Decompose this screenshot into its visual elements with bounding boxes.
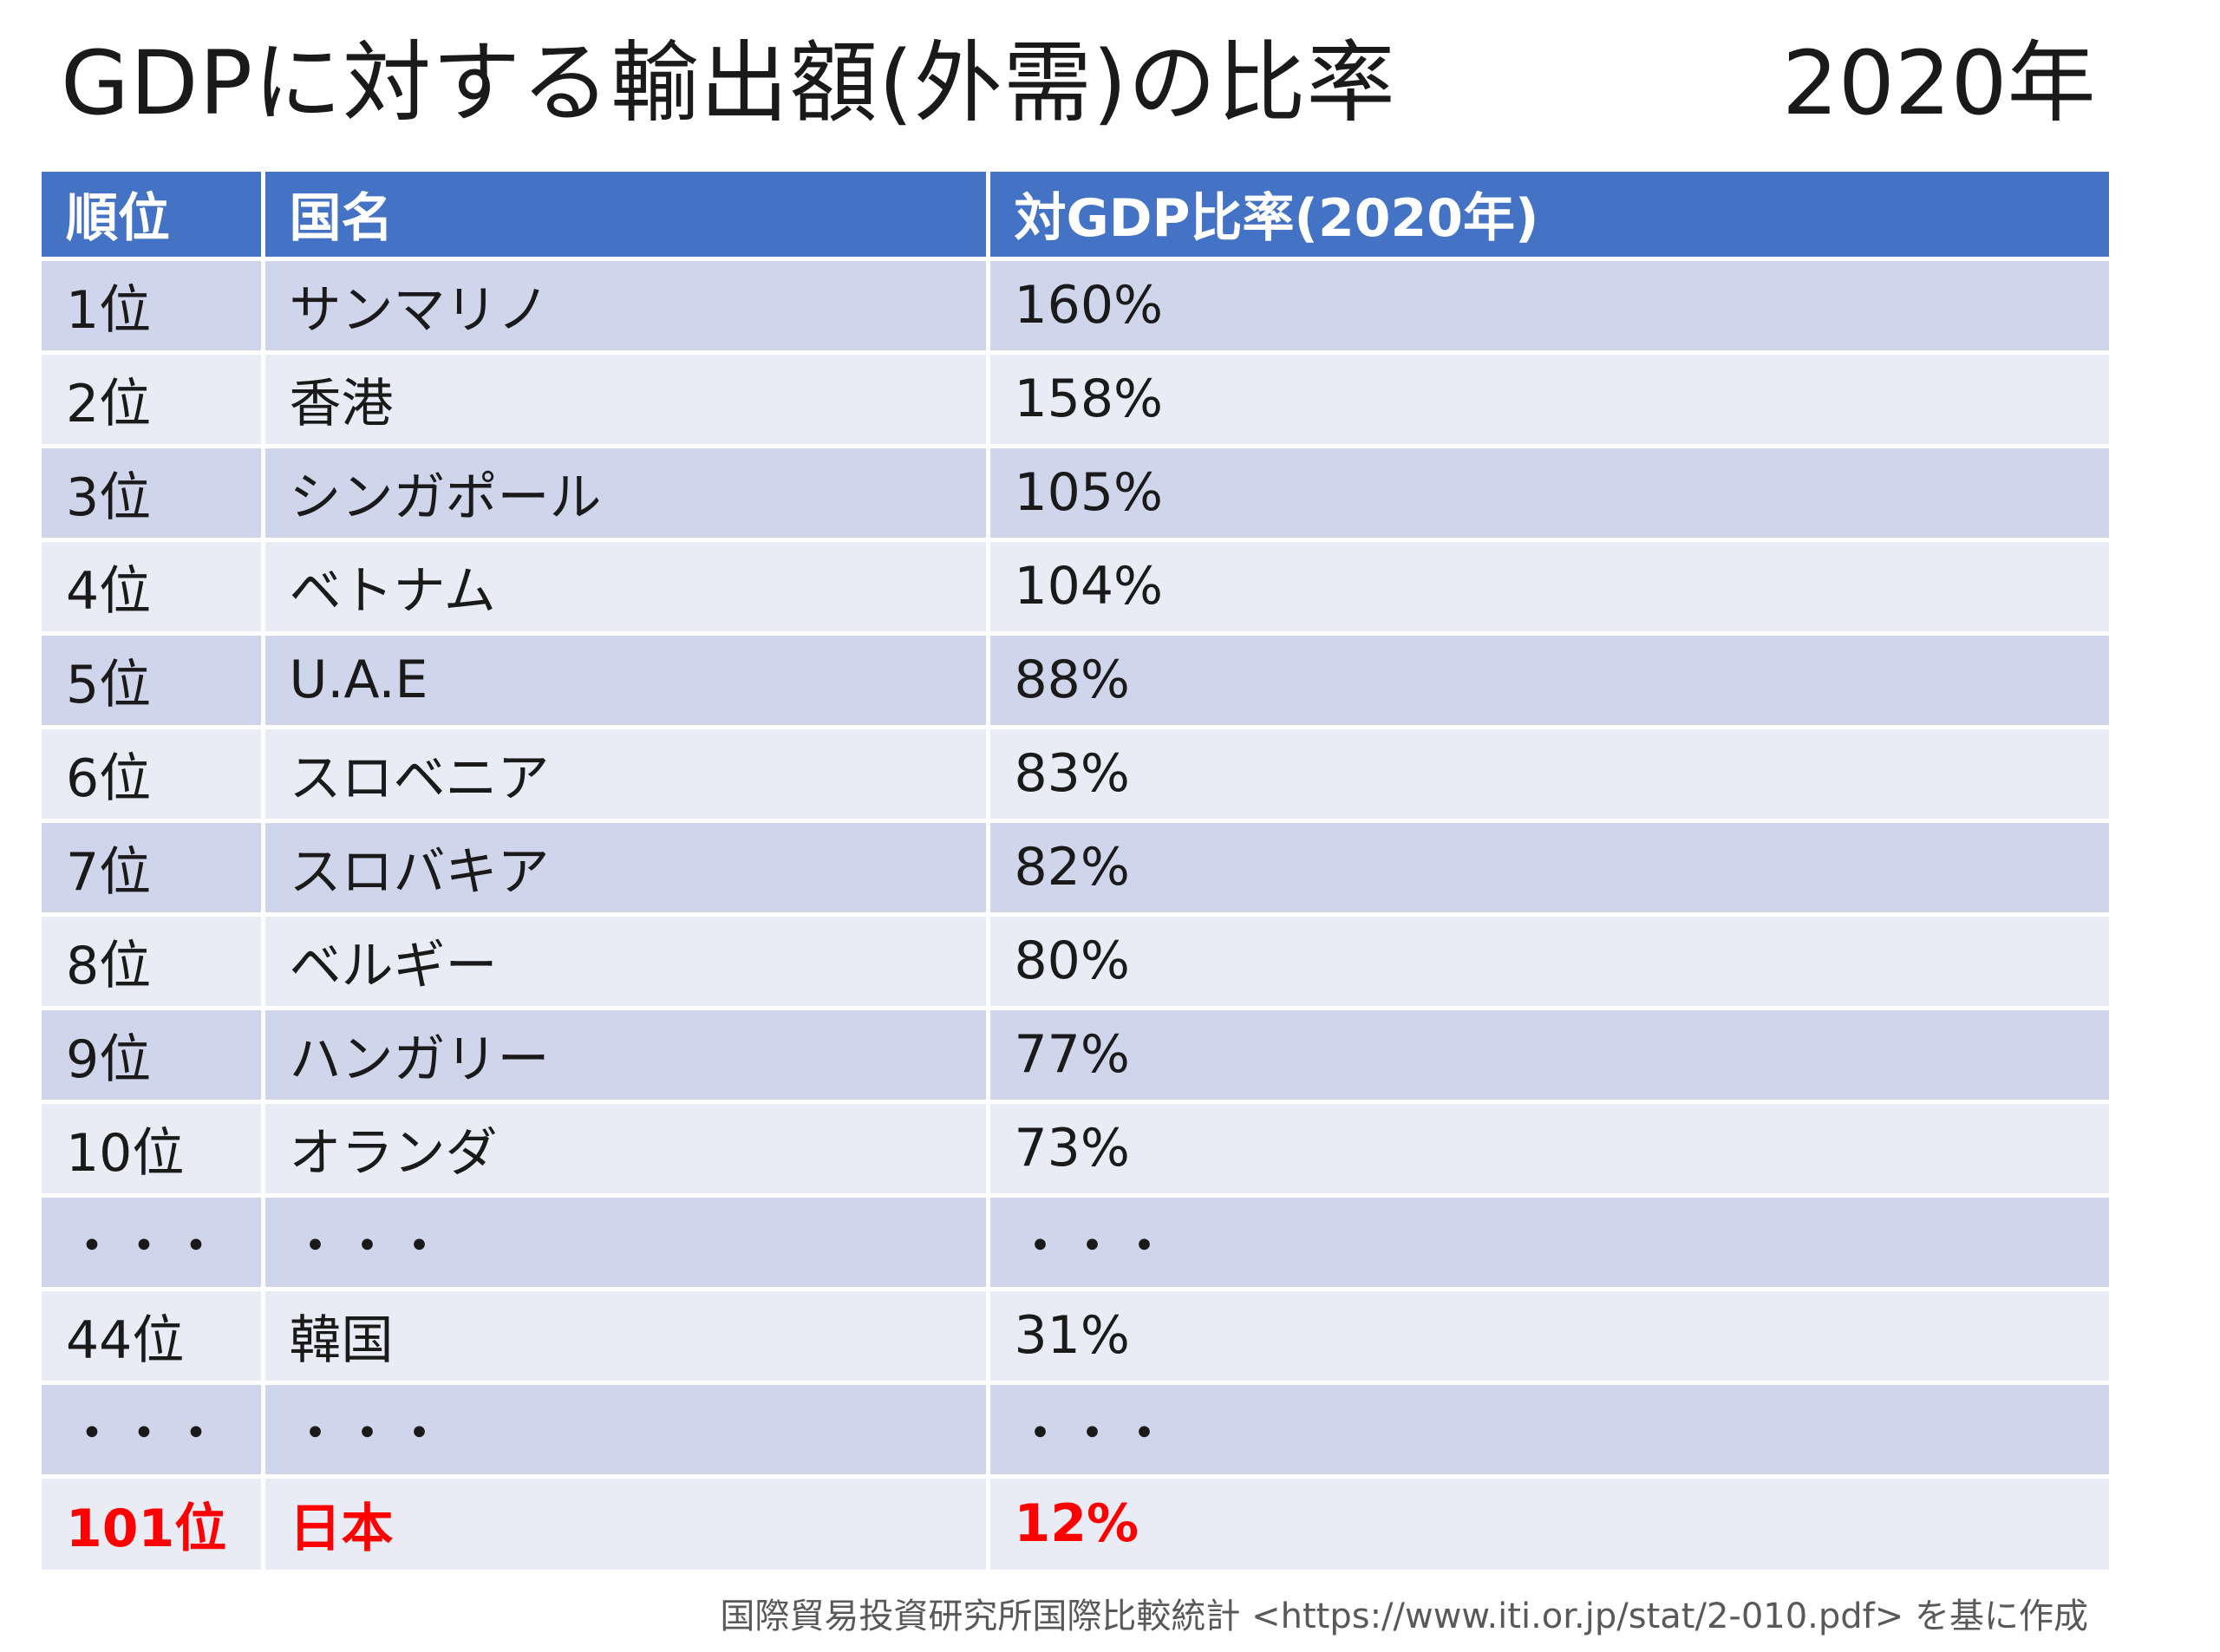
- ratio-cell: 73%: [985, 1099, 2109, 1195]
- rank-cell: 5位: [42, 630, 263, 727]
- ranking-table: 順位 国名 対GDP比率(2020年) 1位 サンマリノ 160% 2位 香港 158% 3…: [42, 172, 2109, 1570]
- ratio-cell: 88%: [985, 630, 2109, 727]
- table-row: 10位 オランダ 73%: [42, 1099, 2109, 1195]
- table-row: 1位 サンマリノ 160%: [42, 256, 2109, 352]
- ratio-cell: 104%: [985, 537, 2109, 633]
- table-row: 6位 スロベニア 83%: [42, 724, 2109, 820]
- country-cell: ハンガリー: [260, 1005, 988, 1101]
- ratio-cell: ・・・: [985, 1192, 2109, 1289]
- source-note: 国際貿易投資研究所国際比較統計 <https://www.iti.or.jp/s…: [720, 1596, 2088, 1636]
- table-row: 7位 スロバキア 82%: [42, 818, 2109, 914]
- table-row: 3位 シンガポール 105%: [42, 443, 2109, 539]
- country-cell: ・・・: [260, 1192, 988, 1289]
- rank-cell: ・・・: [42, 1192, 263, 1289]
- country-cell: ・・・: [260, 1380, 988, 1476]
- rank-cell: 4位: [42, 537, 263, 633]
- ratio-cell: 77%: [985, 1005, 2109, 1101]
- header-country: 国名: [260, 172, 988, 258]
- table-row: 9位 ハンガリー 77%: [42, 1005, 2109, 1101]
- ratio-cell: 12%: [985, 1473, 2109, 1570]
- rank-cell: 7位: [42, 818, 263, 914]
- table-row-highlight: 101位 日本 12%: [42, 1473, 2109, 1570]
- country-cell: 韓国: [260, 1286, 988, 1382]
- slide-title: GDPに対する輸出額(外需)の比率: [61, 32, 1396, 135]
- country-cell: スロベニア: [260, 724, 988, 820]
- country-cell: シンガポール: [260, 443, 988, 539]
- ratio-cell: 105%: [985, 443, 2109, 539]
- rank-cell: 10位: [42, 1099, 263, 1195]
- ratio-cell: ・・・: [985, 1380, 2109, 1476]
- table-row: ・・・ ・・・ ・・・: [42, 1380, 2109, 1476]
- ratio-cell: 83%: [985, 724, 2109, 820]
- country-cell: ベルギー: [260, 911, 988, 1008]
- ratio-cell: 82%: [985, 818, 2109, 914]
- rank-cell: 101位: [42, 1473, 263, 1570]
- rank-cell: 3位: [42, 443, 263, 539]
- rank-cell: 2位: [42, 349, 263, 446]
- rank-cell: 9位: [42, 1005, 263, 1101]
- table-row: 4位 ベトナム 104%: [42, 537, 2109, 633]
- table-row: 8位 ベルギー 80%: [42, 911, 2109, 1008]
- ratio-cell: 80%: [985, 911, 2109, 1008]
- country-cell: U.A.E: [260, 630, 988, 727]
- country-cell: 日本: [260, 1473, 988, 1570]
- country-cell: オランダ: [260, 1099, 988, 1195]
- country-cell: 香港: [260, 349, 988, 446]
- table-row: 5位 U.A.E 88%: [42, 630, 2109, 727]
- table-row: ・・・ ・・・ ・・・: [42, 1192, 2109, 1289]
- country-cell: スロバキア: [260, 818, 988, 914]
- header-ratio: 対GDP比率(2020年): [985, 172, 2109, 258]
- ratio-cell: 31%: [985, 1286, 2109, 1382]
- ratio-cell: 158%: [985, 349, 2109, 446]
- header-rank: 順位: [66, 188, 170, 250]
- country-cell: ベトナム: [260, 537, 988, 633]
- rank-cell: 6位: [42, 724, 263, 820]
- table-row: 2位 香港 158%: [42, 349, 2109, 446]
- table-header-row: 順位 国名 対GDP比率(2020年): [42, 172, 2109, 258]
- rank-cell: 1位: [42, 256, 263, 352]
- ratio-cell: 160%: [985, 256, 2109, 352]
- rank-cell: ・・・: [42, 1380, 263, 1476]
- country-cell: サンマリノ: [260, 256, 988, 352]
- rank-cell: 8位: [42, 911, 263, 1008]
- rank-cell: 44位: [42, 1286, 263, 1382]
- table-row: 44位 韓国 31%: [42, 1286, 2109, 1382]
- slide-year: 2020年: [1782, 32, 2096, 135]
